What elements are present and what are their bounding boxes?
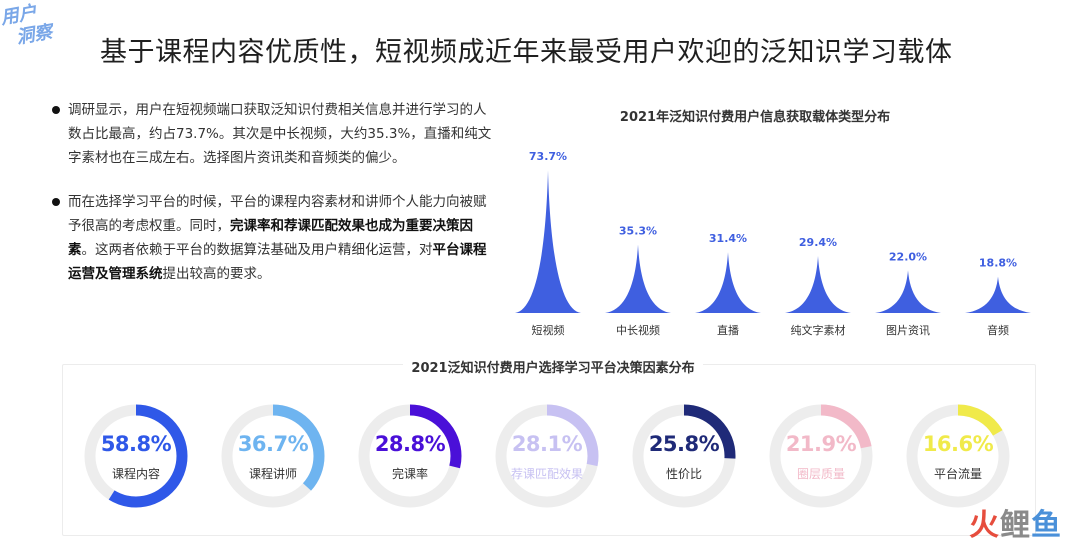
bar-category-label: 直播 — [717, 323, 739, 337]
donut-chart: 21.9% 圈层质量 — [766, 401, 876, 511]
bullet-paragraph: 而在选择学习平台的时候，平台的课程内容素材和讲师个人能力向被赋予很高的考虑权重。… — [52, 190, 492, 286]
donut-percent: 36.7% — [237, 432, 309, 456]
bar-value-label: 31.4% — [709, 232, 747, 245]
decision-factor-panel: 2021泛知识付费用户选择学习平台决策因素分布 58.8% 课程内容 36.7% 课程… — [62, 357, 1036, 536]
donut-label: 完课率 — [391, 467, 428, 481]
donut-arc — [84, 404, 188, 508]
donut-arc — [906, 404, 1010, 508]
bar-category-label: 音频 — [987, 323, 1009, 337]
spike-bar — [785, 256, 851, 313]
donut-chart: 25.8% 性价比 — [629, 401, 739, 511]
donut-ring — [358, 404, 462, 508]
spike-bar — [515, 170, 581, 313]
bullet-list: 调研显示，用户在短视频端口获取泛知识付费相关信息并进行学习的人数占比最高，约占7… — [52, 98, 492, 306]
spike-bar — [875, 270, 941, 313]
bar-category-label: 纯文字素材 — [791, 323, 846, 337]
bar-value-label: 35.3% — [619, 225, 657, 238]
donut-chart: 58.8% 课程内容 — [81, 401, 191, 511]
bullet-text: 而在选择学习平台的时候，平台的课程内容素材和讲师个人能力向被赋予很高的考虑权重。… — [68, 194, 487, 234]
donut-chart: 36.7% 课程讲师 — [218, 401, 328, 511]
bullet-emphasis: 完课率和荐课匹配效果也成为重要决策因素 — [68, 218, 473, 258]
watermark-char-2: 鲤 — [1000, 508, 1031, 543]
donut-chart: 16.6% 平台流量 — [903, 401, 1013, 511]
bullet-text: 调研显示，用户在短视频端口获取泛知识付费相关信息并进行学习的人数占比最高，约占7… — [68, 102, 492, 166]
bar-value-label: 29.4% — [799, 236, 837, 249]
donut-ring — [769, 404, 873, 508]
donut-label: 性价比 — [665, 467, 702, 481]
donut-ring — [221, 404, 325, 508]
donut-percent: 16.6% — [922, 432, 994, 456]
donut-ring — [495, 404, 599, 508]
donut-arc — [632, 404, 736, 508]
bar-value-label: 22.0% — [889, 250, 927, 263]
brand-logo: 用户 洞察 — [0, 0, 77, 70]
donut-arc — [358, 404, 462, 508]
bar-value-label: 73.7% — [529, 150, 567, 163]
donut-label: 课程内容 — [111, 467, 160, 481]
donut-arc — [495, 404, 599, 508]
donut-ring — [84, 404, 188, 508]
bar-chart-title: 2021年泛知识付费用户信息获取载体类型分布 — [619, 110, 891, 125]
donut-arc — [221, 404, 325, 508]
bar-category-label: 中长视频 — [616, 323, 660, 337]
donut-arc — [769, 404, 873, 508]
donut-percent: 21.9% — [785, 432, 857, 456]
donut-ring — [906, 404, 1010, 508]
donut-percent: 58.8% — [100, 432, 172, 456]
donut-percent: 25.8% — [648, 432, 720, 456]
spike-bar — [965, 276, 1031, 313]
bullet-text: 提出较高的要求。 — [162, 266, 271, 282]
bar-category-label: 短视频 — [532, 323, 565, 337]
donut-label: 平台流量 — [933, 467, 982, 481]
donut-panel-title: 2021泛知识付费用户选择学习平台决策因素分布 — [403, 357, 703, 376]
watermark-char-1: 火 — [969, 508, 1000, 543]
spike-bar — [695, 252, 761, 313]
donut-label: 荐课匹配效果 — [510, 467, 583, 481]
donut-label: 课程讲师 — [248, 467, 297, 481]
donut-chart: 28.1% 荐课匹配效果 — [492, 401, 602, 511]
carrier-type-chart: 73.7% 短视频 35.3% 中长视频 31.4% 直播 29.4% 纯文字素材 22.0% 图… — [515, 150, 1031, 337]
bullet-emphasis: 平台课程运营及管理系统 — [68, 242, 487, 282]
page-title: 基于课程内容优质性，短视频成近年来最受用户欢迎的泛知识学习载体 — [100, 37, 953, 68]
donut-chart: 28.8% 完课率 — [355, 401, 465, 511]
bullet-text: 。这两者依赖于平台的数据算法基础及用户精细化运营，对 — [81, 242, 433, 258]
donut-ring — [632, 404, 736, 508]
donut-percent: 28.8% — [374, 432, 446, 456]
watermark-char-3: 鱼 — [1031, 508, 1062, 543]
watermark-logo: 火鲤鱼 — [969, 500, 1062, 544]
donut-label: 圈层质量 — [796, 467, 845, 481]
bar-value-label: 18.8% — [979, 257, 1017, 270]
bullet-paragraph: 调研显示，用户在短视频端口获取泛知识付费相关信息并进行学习的人数占比最高，约占7… — [52, 98, 492, 170]
donut-percent: 28.1% — [511, 432, 583, 456]
spike-bar — [605, 244, 671, 313]
bar-category-label: 图片资讯 — [886, 324, 930, 337]
